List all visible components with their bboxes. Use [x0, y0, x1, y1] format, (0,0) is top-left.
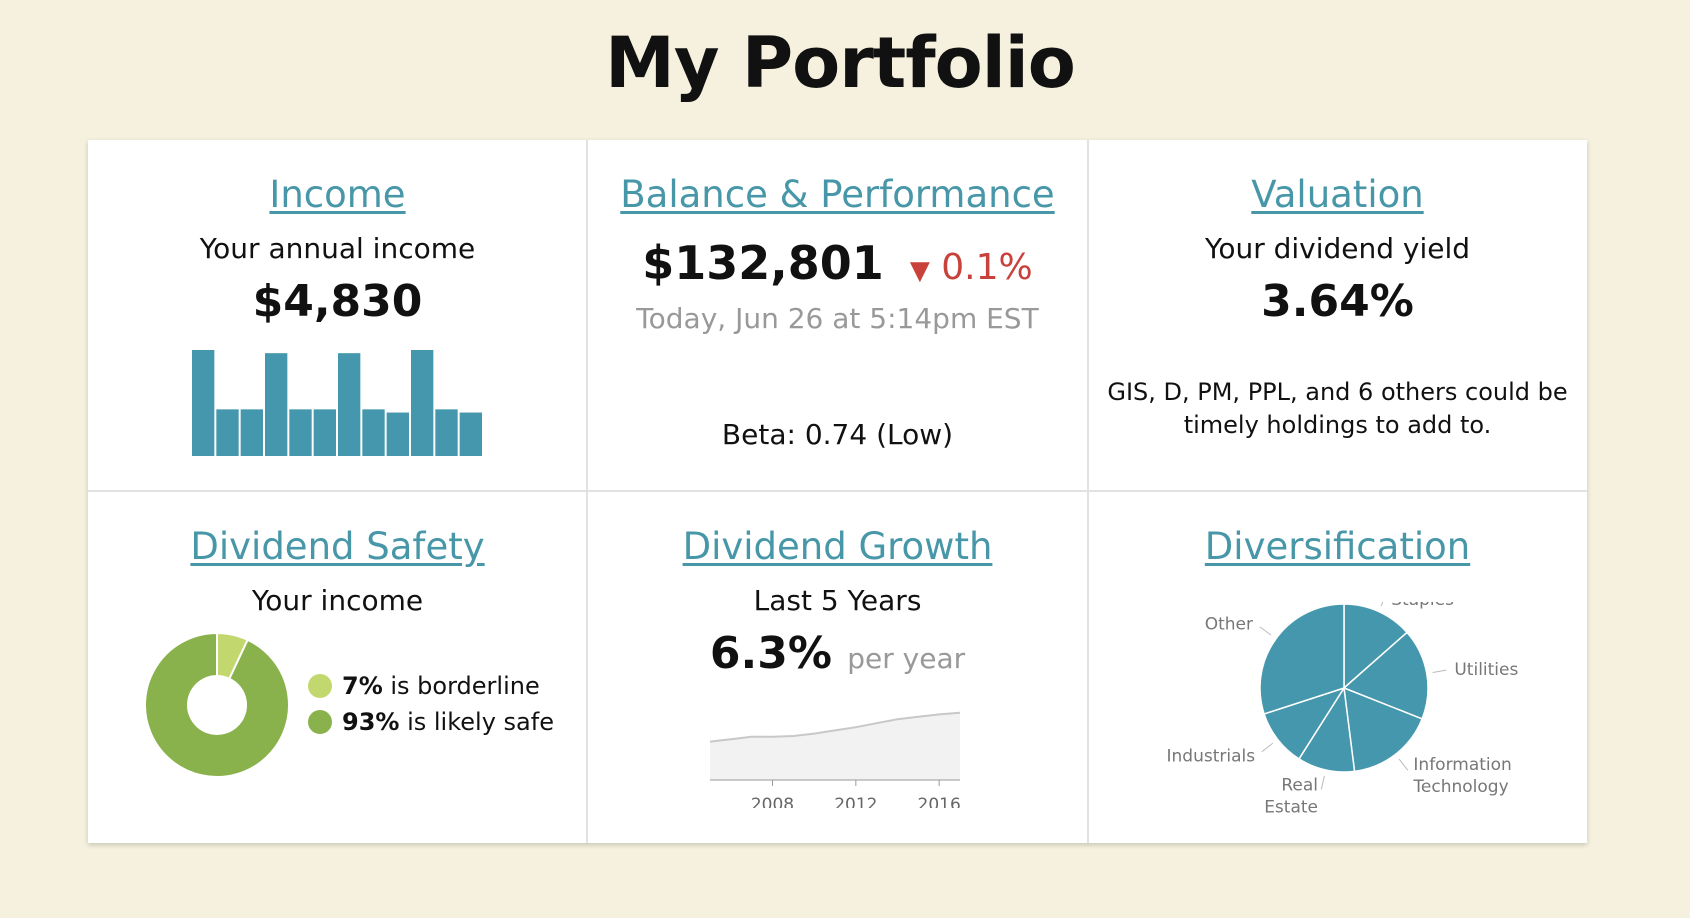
diversification-pie-chart: ConsumerStaples Utilities InformationTechn…	[1166, 602, 1518, 817]
borderline-text: is borderline	[382, 672, 540, 700]
balance-performance-link[interactable]: Balance & Performance	[620, 173, 1055, 216]
page-title: My Portfolio	[605, 22, 1076, 104]
income-subtitle: Your annual income	[199, 232, 476, 265]
growth-rate-suffix: per year	[847, 642, 966, 675]
income-link[interactable]: Income	[269, 173, 406, 216]
pie-leader-line	[1380, 602, 1384, 607]
pie-label: Utilities	[1454, 660, 1518, 680]
pie-label: Other	[1205, 614, 1253, 634]
pie-label: Information Technology	[1412, 755, 1511, 797]
diversification-panel: Diversification ConsumerStaples Utilities…	[1088, 492, 1587, 843]
balance-timestamp: Today, Jun 26 at 5:14pm EST	[636, 302, 1039, 335]
pie-label-line: Real	[1281, 775, 1318, 795]
pie-label-line: Estate	[1264, 797, 1318, 817]
income-bar	[313, 409, 336, 456]
balance-summary: $132,801 ▼ 0.1%	[588, 236, 1087, 290]
pie-slice	[1342, 631, 1429, 720]
pie-label-line: Technology	[1412, 777, 1508, 797]
pie-slice	[1259, 603, 1345, 715]
pie-leader-line	[1398, 758, 1409, 771]
valuation-link[interactable]: Valuation	[1251, 173, 1424, 216]
safe-percent: 93%	[342, 708, 400, 736]
pie-slice	[1343, 603, 1409, 690]
row-divider	[88, 490, 1587, 492]
borderline-percent: 7%	[342, 672, 383, 700]
growth-area	[710, 712, 960, 780]
pie-label-line: Other	[1205, 614, 1253, 634]
dividend-yield: 3.64%	[1261, 276, 1414, 327]
income-bar	[192, 350, 215, 456]
income-amount: $4,830	[252, 276, 423, 327]
income-bar	[411, 350, 434, 456]
growth-rate-row: 6.3% per year	[588, 628, 1087, 679]
performance-change: ▼ 0.1%	[910, 247, 1033, 288]
donut-slice-safe	[144, 632, 290, 778]
legend-likely-safe: 93% is likely safe	[308, 708, 554, 736]
growth-tick-label: 2008	[751, 795, 794, 808]
growth-tick-label: 2012	[834, 795, 877, 808]
valuation-note-line-2: timely holdings to add to.	[1183, 411, 1492, 439]
pie-slice	[1343, 686, 1424, 773]
growth-area-chart: 2008 2012 2016	[709, 711, 961, 808]
portfolio-grid: Income Your annual income $4,830 Balance…	[88, 140, 1587, 843]
income-bar	[459, 412, 482, 456]
balance-amount: $132,801	[642, 236, 884, 290]
growth-subtitle: Last 5 Years	[753, 584, 922, 617]
pie-leader-line	[1320, 775, 1325, 790]
income-bar	[289, 409, 312, 456]
income-bar-chart	[192, 350, 482, 456]
income-bar	[338, 353, 361, 456]
income-bar	[362, 409, 385, 456]
pie-label: Real Estate	[1264, 775, 1318, 817]
pie-label-line: Staples	[1391, 602, 1454, 610]
borderline-dot-icon	[308, 674, 332, 698]
pie-label: Industrials	[1166, 746, 1255, 766]
pie-label-line: Utilities	[1454, 660, 1518, 680]
income-bar	[216, 409, 239, 456]
diversification-link[interactable]: Diversification	[1204, 525, 1471, 568]
income-bar	[265, 353, 288, 456]
pie-leader-line	[1261, 742, 1274, 753]
income-bar	[435, 409, 458, 456]
safe-text: is likely safe	[399, 708, 554, 736]
valuation-note-line-1: GIS, D, PM, PPL, and 6 others could be	[1107, 378, 1568, 406]
dividend-safety-link[interactable]: Dividend Safety	[190, 525, 485, 568]
performance-change-value: 0.1%	[941, 247, 1033, 288]
safety-donut-chart	[144, 632, 290, 778]
growth-rate: 6.3%	[709, 628, 832, 679]
beta-text: Beta: 0.74 (Low)	[721, 418, 954, 451]
valuation-subtitle: Your dividend yield	[1204, 232, 1471, 265]
growth-line	[709, 711, 961, 743]
dividend-growth-panel: Dividend Growth Last 5 Years 6.3% per ye…	[588, 492, 1087, 843]
income-panel: Income Your annual income $4,830	[88, 140, 587, 491]
pie-label: ConsumerStaples	[1391, 602, 1478, 610]
income-bar	[386, 412, 409, 456]
legend-borderline: 7% is borderline	[308, 672, 540, 700]
pie-leader-line	[1432, 669, 1447, 674]
growth-tick-label: 2016	[918, 795, 961, 808]
dividend-growth-link[interactable]: Dividend Growth	[682, 525, 993, 568]
down-arrow-icon: ▼	[909, 256, 930, 286]
dividend-safety-panel: Dividend Safety Your income 7% is border…	[88, 492, 587, 843]
safe-dot-icon	[308, 710, 332, 734]
pie-label-line: Industrials	[1166, 746, 1255, 766]
valuation-panel: Valuation Your dividend yield 3.64% GIS,…	[1088, 140, 1587, 491]
income-bar	[240, 409, 263, 456]
pie-label-line: Information	[1413, 755, 1511, 775]
pie-leader-line	[1259, 626, 1272, 636]
safety-subtitle: Your income	[251, 584, 424, 617]
balance-panel: Balance & Performance $132,801 ▼ 0.1% To…	[588, 140, 1087, 491]
